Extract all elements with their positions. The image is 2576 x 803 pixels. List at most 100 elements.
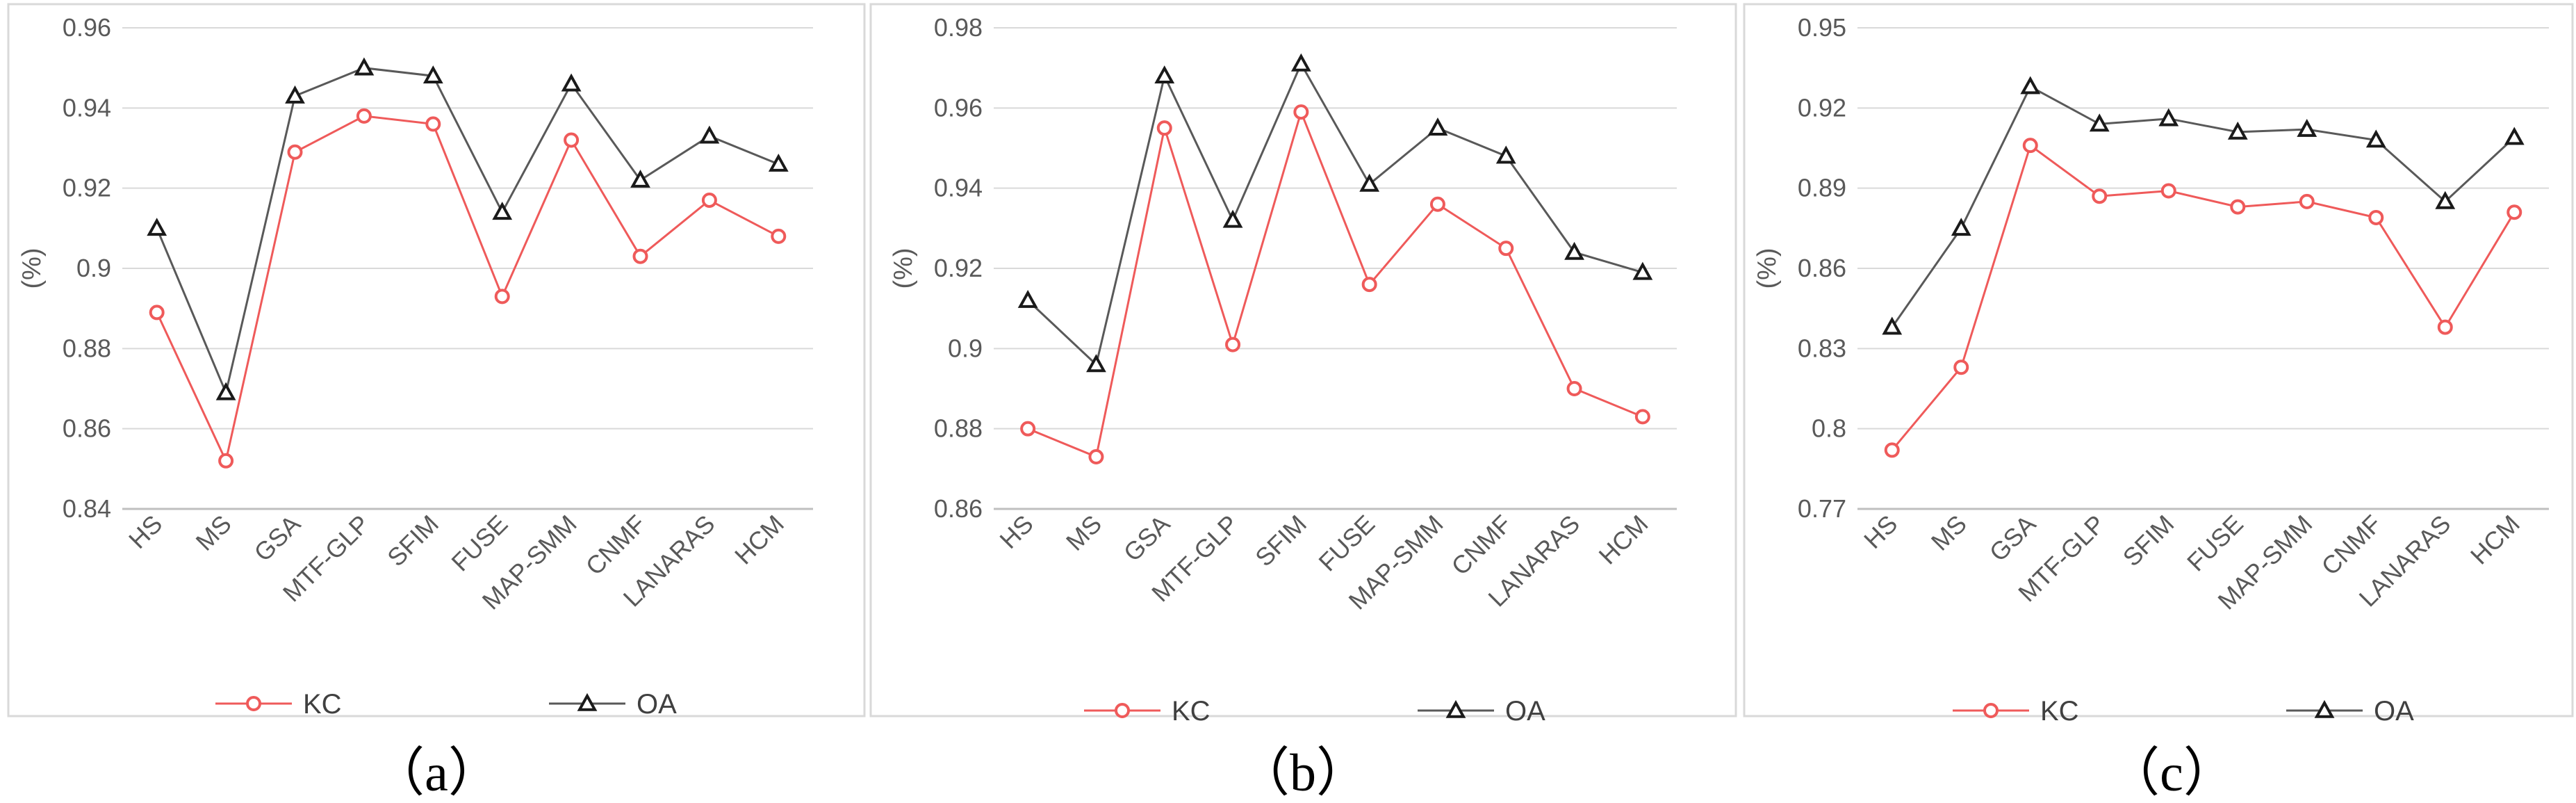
kc-point	[701, 192, 717, 208]
panel-caption: （b）	[1237, 744, 1369, 802]
legend: KC OA	[1084, 696, 1545, 727]
kc-point	[1361, 277, 1377, 293]
kc-point	[1156, 120, 1172, 136]
x-tick-label: FUSE	[1313, 510, 1380, 577]
legend-label-oa: OA	[2374, 696, 2414, 727]
kc-point	[2437, 319, 2453, 335]
series-line-oa	[1027, 61, 1643, 367]
kc-point	[564, 132, 580, 148]
y-tick-label: 0.95	[1798, 13, 1846, 42]
kc-point	[1884, 442, 1900, 458]
chart-panel-3: 0.770.80.830.860.890.920.95(%)HS MS GSAMTF…	[1743, 3, 2574, 802]
kc-point	[1498, 241, 1514, 257]
oa-point	[699, 125, 720, 144]
oa-point	[630, 170, 650, 188]
oa-point	[2158, 108, 2179, 127]
panel-frame	[1743, 3, 2574, 717]
y-tick-label: 0.84	[63, 494, 111, 523]
legend: KC OA	[1953, 696, 2414, 727]
y-tick-label: 0.94	[934, 174, 983, 202]
oa-point	[492, 202, 513, 220]
y-tick-label: 0.77	[1798, 494, 1846, 523]
kc-point	[1953, 359, 1969, 375]
legend-label-kc: KC	[2040, 696, 2079, 727]
kc-point	[2092, 188, 2108, 204]
y-tick-label: 0.86	[934, 494, 983, 523]
legend-marker-kc	[1115, 703, 1130, 718]
oa-point	[1222, 209, 1243, 228]
legend-marker-kc	[1983, 703, 1999, 718]
oa-point	[147, 218, 167, 236]
legend-marker-oa	[1445, 699, 1466, 718]
kc-point	[1020, 421, 1036, 437]
panel-frame	[869, 3, 1737, 717]
kc-point	[2368, 209, 2384, 225]
x-tick-label: SFIM	[1249, 510, 1312, 572]
y-tick-label: 0.96	[63, 13, 111, 42]
x-tick-label: FUSE	[2181, 510, 2249, 577]
kc-point	[356, 108, 372, 124]
y-tick-label: 0.92	[934, 254, 983, 282]
x-tick-label: HCM	[729, 510, 789, 570]
oa-point	[2227, 121, 2248, 140]
y-tick-label: 0.96	[934, 93, 983, 122]
kc-point	[632, 248, 648, 264]
y-tick-label: 0.8	[1812, 414, 1846, 443]
panel-frame	[7, 3, 866, 717]
legend-marker-oa	[577, 692, 598, 711]
series-line-kc	[156, 115, 779, 464]
oa-point	[1951, 218, 1971, 236]
y-tick-label: 0.94	[63, 93, 111, 122]
x-tick-label: HCM	[1593, 510, 1654, 570]
legend-label-kc: KC	[1172, 696, 1211, 727]
y-tick-label: 0.86	[63, 414, 111, 443]
kc-point	[1225, 336, 1241, 352]
kc-point	[494, 289, 510, 305]
legend-marker-kc	[246, 696, 261, 711]
x-tick-label: HS	[123, 510, 167, 554]
oa-point	[2504, 127, 2525, 145]
kc-point	[1566, 381, 1582, 396]
oa-point	[1564, 241, 1584, 260]
y-tick-label: 0.9	[76, 254, 111, 282]
legend-marker-oa	[2314, 699, 2335, 718]
kc-point	[1634, 409, 1650, 425]
kc-point	[287, 144, 303, 160]
x-tick-label: SFIM	[382, 510, 444, 572]
y-tick-label: 0.88	[934, 414, 983, 443]
kc-point	[2230, 199, 2246, 215]
oa-point	[2435, 190, 2456, 209]
oa-point	[2365, 129, 2386, 148]
kc-point	[1088, 449, 1104, 465]
kc-point	[149, 305, 165, 321]
kc-point	[2507, 204, 2522, 220]
legend-label-oa: OA	[637, 689, 677, 720]
y-tick-label: 0.9	[948, 334, 983, 362]
oa-point	[354, 57, 375, 76]
x-tick-label: GSA	[1984, 510, 2042, 567]
series-line-kc	[1027, 108, 1643, 459]
x-tick-label: HCM	[2465, 510, 2525, 570]
kc-point	[425, 116, 441, 132]
x-tick-label: GSA	[1118, 510, 1176, 567]
x-tick-label: GSA	[248, 510, 306, 567]
y-tick-label: 0.89	[1798, 174, 1846, 202]
series-line-kc	[1891, 143, 2516, 451]
panel-caption: （c）	[2107, 744, 2236, 802]
kc-point	[771, 228, 787, 244]
legend-label-oa: OA	[1505, 696, 1545, 727]
oa-point	[768, 153, 789, 172]
y-tick-label: 0.88	[63, 334, 111, 362]
oa-point	[215, 382, 236, 400]
oa-point	[423, 65, 443, 83]
legend: KC OA	[215, 689, 677, 720]
kc-point	[2022, 138, 2038, 154]
oa-point	[1017, 290, 1038, 308]
y-axis-label: (%)	[17, 248, 47, 289]
oa-point	[2089, 113, 2110, 132]
x-tick-label: MS	[190, 510, 237, 556]
x-tick-label: FUSE	[445, 510, 513, 577]
chart-panel-2: 0.860.880.90.920.940.960.98(%)HS MS GSAMTF…	[869, 3, 1737, 802]
x-tick-label: MS	[1926, 510, 1972, 556]
